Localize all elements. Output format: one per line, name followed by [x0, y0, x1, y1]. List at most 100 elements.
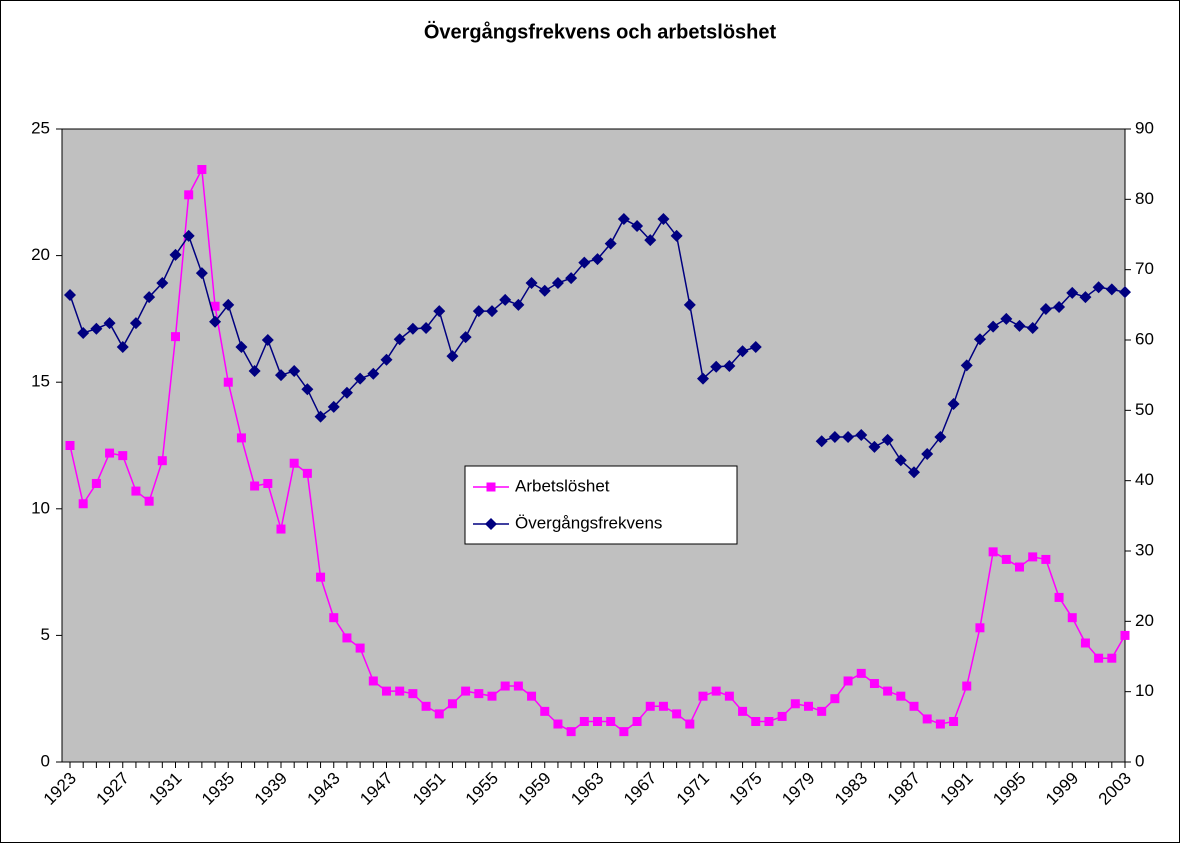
marker: [235, 341, 248, 354]
marker: [461, 686, 471, 696]
marker: [316, 572, 326, 582]
marker: [565, 272, 578, 285]
y2-tick-label: 90: [1135, 118, 1154, 137]
marker: [263, 478, 273, 488]
marker: [1067, 613, 1077, 623]
marker: [894, 454, 907, 467]
marker: [129, 317, 142, 330]
marker: [329, 613, 339, 623]
marker: [1092, 281, 1105, 294]
marker: [1015, 562, 1024, 572]
marker: [250, 481, 260, 491]
marker: [606, 716, 616, 726]
marker: [1013, 319, 1026, 332]
marker: [513, 681, 523, 691]
marker: [777, 711, 787, 721]
marker: [288, 364, 301, 377]
marker: [302, 468, 312, 478]
y2-tick-label: 20: [1135, 611, 1154, 630]
legend-box: [464, 465, 738, 545]
marker: [421, 701, 431, 711]
marker: [960, 359, 973, 372]
marker: [896, 691, 906, 701]
marker: [434, 709, 444, 719]
marker: [908, 466, 920, 479]
marker: [1107, 653, 1117, 663]
marker: [1041, 554, 1051, 564]
marker: [1001, 554, 1011, 564]
marker: [512, 298, 525, 311]
marker: [1105, 283, 1118, 296]
marker: [342, 633, 352, 643]
marker: [855, 428, 868, 441]
marker: [935, 719, 945, 729]
marker: [604, 237, 617, 250]
marker: [210, 301, 220, 311]
y2-tick-label: 50: [1135, 400, 1154, 419]
marker: [209, 315, 222, 328]
marker: [301, 383, 314, 396]
marker: [314, 410, 327, 423]
marker: [78, 499, 88, 509]
marker: [289, 458, 299, 468]
marker: [751, 716, 761, 726]
marker: [988, 547, 998, 557]
marker: [169, 248, 182, 261]
marker: [486, 305, 498, 318]
legend-label: Arbetslöshet: [515, 476, 610, 495]
marker: [1039, 303, 1052, 316]
marker: [617, 213, 630, 226]
marker: [355, 643, 365, 653]
marker: [499, 293, 512, 306]
legend-label: Övergångsfrekvens: [515, 513, 662, 532]
marker: [723, 360, 736, 373]
marker: [223, 377, 233, 387]
marker: [578, 256, 591, 269]
y-tick-label: 5: [41, 625, 50, 644]
marker: [446, 350, 459, 363]
y2-tick-label: 80: [1135, 189, 1154, 208]
y-tick-label: 0: [41, 751, 50, 770]
marker: [1053, 300, 1066, 313]
marker: [340, 386, 353, 399]
marker: [380, 353, 393, 366]
marker: [143, 291, 156, 304]
marker: [815, 435, 828, 448]
marker: [275, 369, 287, 382]
marker: [551, 277, 564, 290]
marker: [619, 727, 629, 737]
marker: [553, 719, 563, 729]
marker: [644, 234, 657, 247]
marker: [327, 400, 340, 413]
marker: [406, 322, 419, 335]
marker: [869, 679, 879, 689]
marker: [474, 689, 484, 699]
marker: [433, 305, 446, 318]
marker: [934, 431, 947, 444]
y2-tick-label: 30: [1135, 540, 1154, 559]
marker: [367, 367, 380, 380]
y-tick-label: 15: [31, 372, 50, 391]
marker: [1120, 630, 1130, 640]
marker: [472, 305, 485, 318]
marker: [393, 333, 406, 346]
marker: [276, 524, 286, 534]
marker: [420, 322, 433, 335]
marker: [698, 691, 708, 701]
marker: [90, 322, 103, 335]
marker: [1080, 638, 1090, 648]
marker: [947, 398, 960, 411]
marker: [197, 165, 207, 175]
marker: [540, 706, 550, 716]
marker: [593, 716, 602, 726]
marker: [64, 288, 76, 301]
marker: [261, 334, 274, 346]
marker: [368, 676, 378, 686]
marker: [157, 456, 167, 466]
marker: [670, 229, 683, 242]
marker: [962, 681, 972, 691]
marker: [382, 686, 391, 696]
marker: [843, 676, 853, 686]
marker: [804, 701, 813, 711]
marker: [749, 341, 762, 354]
